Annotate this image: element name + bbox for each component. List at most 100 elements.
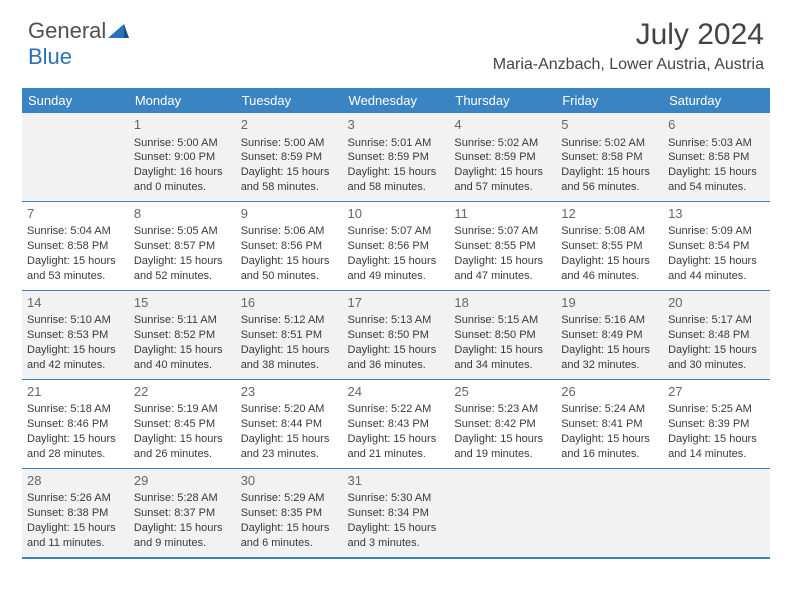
day-header: Tuesday: [236, 88, 343, 113]
calendar-cell: 12Sunrise: 5:08 AMSunset: 8:55 PMDayligh…: [556, 202, 663, 290]
day-header: Thursday: [449, 88, 556, 113]
daylight-text: Daylight: 15 hours and 30 minutes.: [668, 343, 765, 373]
calendar-cell: 17Sunrise: 5:13 AMSunset: 8:50 PMDayligh…: [343, 291, 450, 379]
sunset-text: Sunset: 8:55 PM: [561, 239, 658, 254]
calendar-cell: 26Sunrise: 5:24 AMSunset: 8:41 PMDayligh…: [556, 380, 663, 468]
day-number: 9: [241, 205, 338, 223]
daylight-text: Daylight: 15 hours and 3 minutes.: [348, 521, 445, 551]
calendar-cell: 1Sunrise: 5:00 AMSunset: 9:00 PMDaylight…: [129, 113, 236, 201]
sunset-text: Sunset: 9:00 PM: [134, 150, 231, 165]
day-number: 21: [27, 383, 124, 401]
daylight-text: Daylight: 15 hours and 32 minutes.: [561, 343, 658, 373]
sunrise-text: Sunrise: 5:07 AM: [454, 224, 551, 239]
triangle-icon: [108, 21, 130, 42]
sunrise-text: Sunrise: 5:29 AM: [241, 491, 338, 506]
calendar-week: 7Sunrise: 5:04 AMSunset: 8:58 PMDaylight…: [22, 202, 770, 290]
calendar-cell: 9Sunrise: 5:06 AMSunset: 8:56 PMDaylight…: [236, 202, 343, 290]
sunset-text: Sunset: 8:55 PM: [454, 239, 551, 254]
calendar-cell: 5Sunrise: 5:02 AMSunset: 8:58 PMDaylight…: [556, 113, 663, 201]
calendar-cell: 7Sunrise: 5:04 AMSunset: 8:58 PMDaylight…: [22, 202, 129, 290]
daylight-text: Daylight: 15 hours and 46 minutes.: [561, 254, 658, 284]
calendar-cell: 6Sunrise: 5:03 AMSunset: 8:58 PMDaylight…: [663, 113, 770, 201]
day-number: 15: [134, 294, 231, 312]
sunrise-text: Sunrise: 5:30 AM: [348, 491, 445, 506]
daylight-text: Daylight: 15 hours and 44 minutes.: [668, 254, 765, 284]
day-number: 11: [454, 205, 551, 223]
title-block: July 2024 Maria-Anzbach, Lower Austria, …: [493, 18, 764, 74]
sunrise-text: Sunrise: 5:12 AM: [241, 313, 338, 328]
daylight-text: Daylight: 15 hours and 14 minutes.: [668, 432, 765, 462]
sunset-text: Sunset: 8:53 PM: [27, 328, 124, 343]
day-number: 10: [348, 205, 445, 223]
day-number: 8: [134, 205, 231, 223]
daylight-text: Daylight: 15 hours and 38 minutes.: [241, 343, 338, 373]
calendar-cell: 27Sunrise: 5:25 AMSunset: 8:39 PMDayligh…: [663, 380, 770, 468]
day-header: Monday: [129, 88, 236, 113]
daylight-text: Daylight: 15 hours and 9 minutes.: [134, 521, 231, 551]
sunset-text: Sunset: 8:46 PM: [27, 417, 124, 432]
page-header: General July 2024 Maria-Anzbach, Lower A…: [0, 0, 792, 80]
day-number: 23: [241, 383, 338, 401]
daylight-text: Daylight: 15 hours and 53 minutes.: [27, 254, 124, 284]
sunrise-text: Sunrise: 5:00 AM: [241, 136, 338, 151]
day-number: 13: [668, 205, 765, 223]
sunrise-text: Sunrise: 5:18 AM: [27, 402, 124, 417]
sunset-text: Sunset: 8:59 PM: [348, 150, 445, 165]
calendar-cell: [22, 113, 129, 201]
calendar-week: 1 Sunrise: 5:00 AM Sunset: 9:00 PM Daylight…: [22, 113, 770, 201]
daylight-text: Daylight: 15 hours and 34 minutes.: [454, 343, 551, 373]
sunset-text: Sunset: 8:35 PM: [241, 506, 338, 521]
calendar-cell: 11Sunrise: 5:07 AMSunset: 8:55 PMDayligh…: [449, 202, 556, 290]
daylight-text: Daylight: 15 hours and 58 minutes.: [241, 165, 338, 195]
sunset-text: Sunset: 8:52 PM: [134, 328, 231, 343]
day-header: Saturday: [663, 88, 770, 113]
day-number: 30: [241, 472, 338, 490]
daylight-text: Daylight: 15 hours and 52 minutes.: [134, 254, 231, 284]
sunrise-text: Sunrise: 5:04 AM: [27, 224, 124, 239]
calendar-cell: 3Sunrise: 5:01 AMSunset: 8:59 PMDaylight…: [343, 113, 450, 201]
logo-text-blue: Blue: [28, 44, 72, 69]
sunset-text: Sunset: 8:59 PM: [241, 150, 338, 165]
sunset-text: Sunset: 8:54 PM: [668, 239, 765, 254]
day-number: 7: [27, 205, 124, 223]
daylight-text: Daylight: 15 hours and 19 minutes.: [454, 432, 551, 462]
daylight-text: Daylight: 15 hours and 36 minutes.: [348, 343, 445, 373]
sunset-text: Sunset: 8:58 PM: [561, 150, 658, 165]
day-number: 20: [668, 294, 765, 312]
sunset-text: Sunset: 8:57 PM: [134, 239, 231, 254]
calendar-header-row: SundayMondayTuesdayWednesdayThursdayFrid…: [22, 88, 770, 113]
logo-text-general: General: [28, 18, 106, 44]
sunrise-text: Sunrise: 5:26 AM: [27, 491, 124, 506]
calendar-cell: 21Sunrise: 5:18 AMSunset: 8:46 PMDayligh…: [22, 380, 129, 468]
sunrise-text: Sunrise: 5:17 AM: [668, 313, 765, 328]
logo-line2: Blue: [28, 44, 72, 70]
sunrise-text: Sunrise: 5:01 AM: [348, 136, 445, 151]
day-number: 22: [134, 383, 231, 401]
calendar-cell: 31Sunrise: 5:30 AMSunset: 8:34 PMDayligh…: [343, 469, 450, 558]
sunrise-text: Sunrise: 5:23 AM: [454, 402, 551, 417]
day-number: 26: [561, 383, 658, 401]
daylight-text: Daylight: 15 hours and 11 minutes.: [27, 521, 124, 551]
daylight-text: Daylight: 15 hours and 6 minutes.: [241, 521, 338, 551]
sunrise-text: Sunrise: 5:09 AM: [668, 224, 765, 239]
day-number: 28: [27, 472, 124, 490]
sunrise-text: Sunrise: 5:13 AM: [348, 313, 445, 328]
day-number: 17: [348, 294, 445, 312]
daylight-text: Daylight: 15 hours and 26 minutes.: [134, 432, 231, 462]
daylight-text: Daylight: 15 hours and 21 minutes.: [348, 432, 445, 462]
sunrise-text: Sunrise: 5:02 AM: [561, 136, 658, 151]
sunrise-text: Sunrise: 5:25 AM: [668, 402, 765, 417]
day-number: 27: [668, 383, 765, 401]
day-number: 1: [134, 116, 231, 134]
sunset-text: Sunset: 8:59 PM: [454, 150, 551, 165]
sunset-text: Sunset: 8:51 PM: [241, 328, 338, 343]
daylight-text: Daylight: 15 hours and 42 minutes.: [27, 343, 124, 373]
day-header: Friday: [556, 88, 663, 113]
calendar-week: 21Sunrise: 5:18 AMSunset: 8:46 PM Dayligh…: [22, 380, 770, 468]
day-number: 25: [454, 383, 551, 401]
day-header: Wednesday: [343, 88, 450, 113]
sunset-text: Sunset: 8:50 PM: [348, 328, 445, 343]
daylight-text: Daylight: 15 hours and 49 minutes.: [348, 254, 445, 284]
daylight-text: Daylight: 15 hours and 54 minutes.: [668, 165, 765, 195]
calendar-cell: 14Sunrise: 5:10 AMSunset: 8:53 PMDayligh…: [22, 291, 129, 379]
